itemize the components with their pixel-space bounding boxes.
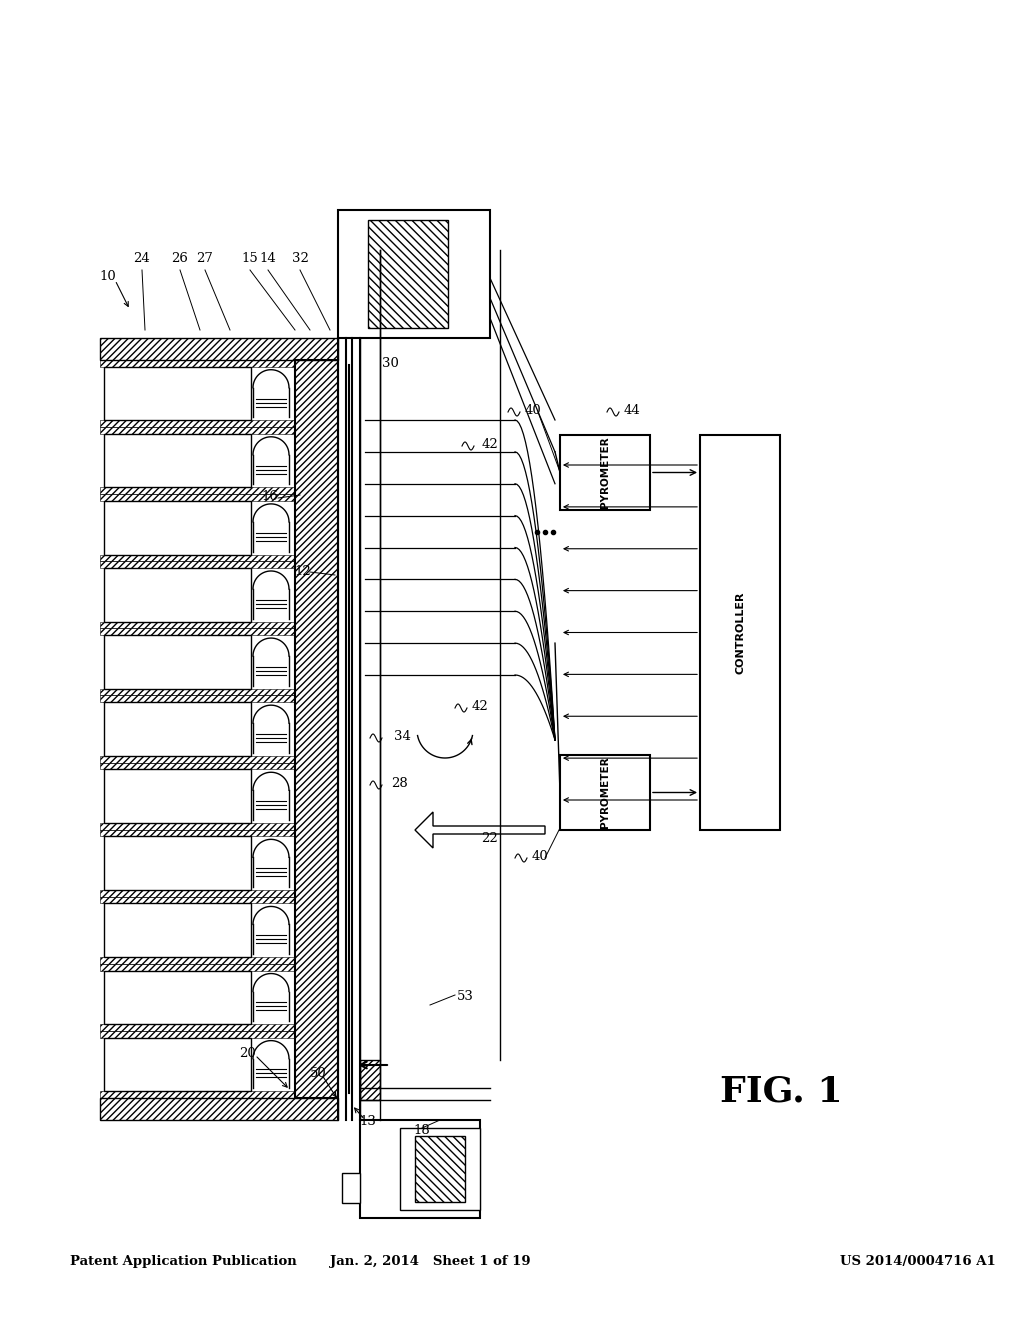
Text: 18: 18 xyxy=(414,1125,430,1137)
Text: 16: 16 xyxy=(261,490,279,503)
Bar xyxy=(104,837,251,890)
Bar xyxy=(100,896,295,903)
Bar xyxy=(560,436,650,510)
Bar xyxy=(100,554,295,561)
Text: 28: 28 xyxy=(391,777,409,789)
Bar xyxy=(100,1098,338,1119)
Bar xyxy=(100,1092,295,1098)
Bar xyxy=(368,220,449,327)
Text: 22: 22 xyxy=(481,832,499,845)
Bar xyxy=(100,420,295,428)
Bar xyxy=(400,1129,480,1210)
Bar xyxy=(100,428,295,434)
Bar xyxy=(104,702,251,756)
Bar xyxy=(100,822,295,830)
Text: 15: 15 xyxy=(242,252,258,265)
Bar xyxy=(104,635,251,689)
Polygon shape xyxy=(415,812,545,847)
Bar xyxy=(104,903,251,957)
Bar xyxy=(342,1173,360,1203)
Bar xyxy=(104,970,251,1024)
Bar xyxy=(104,434,251,487)
Text: 27: 27 xyxy=(197,252,213,265)
Text: 40: 40 xyxy=(524,404,542,417)
Bar xyxy=(104,770,251,822)
Text: Patent Application Publication: Patent Application Publication xyxy=(70,1255,297,1269)
Text: 20: 20 xyxy=(240,1047,256,1060)
Bar xyxy=(100,628,295,635)
Text: 34: 34 xyxy=(393,730,411,743)
Bar xyxy=(100,1024,295,1031)
Bar xyxy=(100,622,295,628)
Text: 42: 42 xyxy=(481,438,499,451)
Bar xyxy=(100,338,338,360)
Text: PYROMETER: PYROMETER xyxy=(600,756,610,829)
Bar xyxy=(100,487,295,494)
Bar xyxy=(100,561,295,568)
Text: 14: 14 xyxy=(260,252,276,265)
Text: 13: 13 xyxy=(359,1115,377,1129)
Bar xyxy=(104,367,251,420)
Bar xyxy=(100,689,295,696)
Text: PYROMETER: PYROMETER xyxy=(600,437,610,508)
Bar xyxy=(100,1031,295,1038)
Text: 40: 40 xyxy=(531,850,549,863)
Text: 26: 26 xyxy=(172,252,188,265)
Bar xyxy=(100,696,295,702)
Text: FIG. 1: FIG. 1 xyxy=(720,1074,843,1109)
Text: Jan. 2, 2014   Sheet 1 of 19: Jan. 2, 2014 Sheet 1 of 19 xyxy=(330,1255,530,1269)
Bar xyxy=(100,964,295,970)
Bar xyxy=(104,1038,251,1092)
Bar xyxy=(104,500,251,554)
Bar xyxy=(104,568,251,622)
Text: 53: 53 xyxy=(457,990,473,1003)
Bar xyxy=(100,763,295,770)
Bar xyxy=(360,1119,480,1218)
Bar xyxy=(560,755,650,830)
Text: 12: 12 xyxy=(295,565,311,578)
Text: 10: 10 xyxy=(99,271,117,282)
Text: 24: 24 xyxy=(133,252,151,265)
Text: 32: 32 xyxy=(292,252,308,265)
Bar xyxy=(100,830,295,837)
Bar xyxy=(295,360,338,1098)
Text: CONTROLLER: CONTROLLER xyxy=(735,591,745,673)
Bar xyxy=(415,1137,465,1203)
Text: 42: 42 xyxy=(472,700,488,713)
Bar xyxy=(100,756,295,763)
Bar xyxy=(100,890,295,896)
Text: 50: 50 xyxy=(309,1067,327,1080)
Text: 44: 44 xyxy=(624,404,640,417)
Text: 30: 30 xyxy=(382,356,398,370)
Bar xyxy=(100,494,295,500)
Bar xyxy=(100,360,295,367)
Text: US 2014/0004716 A1: US 2014/0004716 A1 xyxy=(840,1255,995,1269)
Bar xyxy=(100,957,295,964)
Bar xyxy=(360,1060,380,1100)
Bar xyxy=(338,210,490,338)
Bar xyxy=(700,436,780,830)
